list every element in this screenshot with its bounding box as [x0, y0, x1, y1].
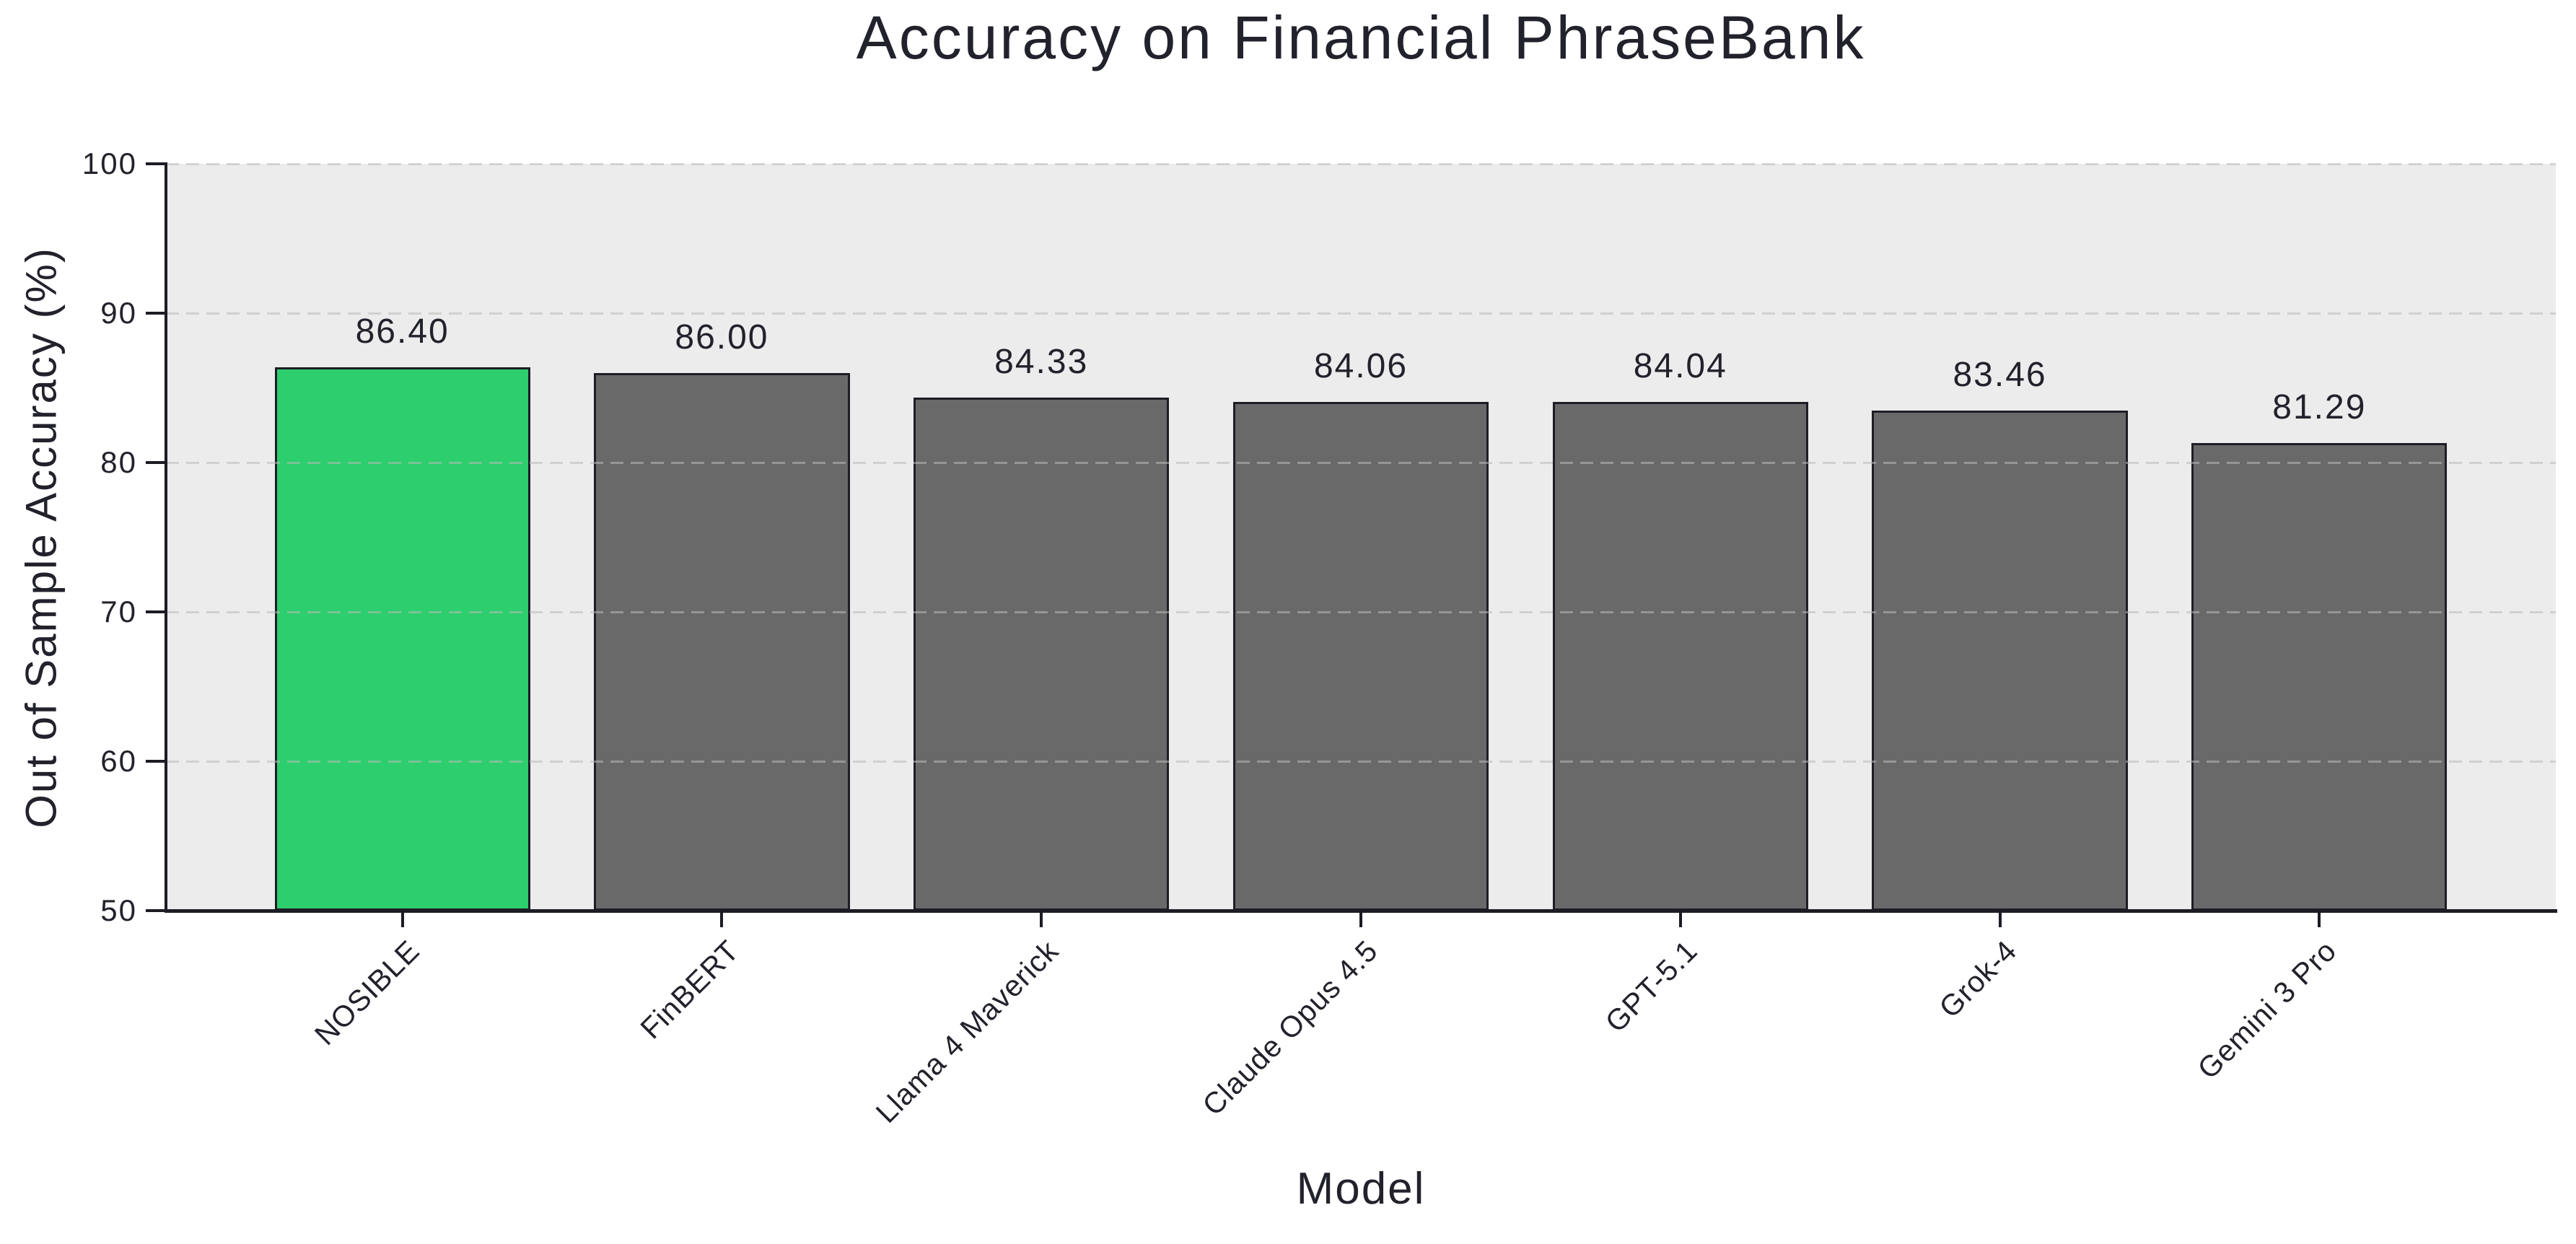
gridline	[166, 610, 2556, 613]
y-tick-label: 80	[100, 445, 137, 479]
x-tick-label-text: Grok-4	[1932, 934, 2024, 1025]
x-tick-label-text: Llama 4 Maverick	[869, 934, 1065, 1130]
bar	[594, 372, 850, 911]
x-tick-label-text: Gemini 3 Pro	[2191, 934, 2343, 1086]
y-tick-label: 60	[100, 744, 137, 778]
bar-value-label: 84.06	[1313, 346, 1409, 385]
x-tick-label-text: NOSIBLE	[308, 934, 426, 1052]
x-tick	[1998, 913, 2002, 927]
bar-value-label: 86.00	[675, 317, 769, 356]
y-axis-label: Out of Sample Accuracy (%)	[17, 247, 66, 828]
x-tick	[1678, 913, 1682, 927]
chart-title: Accuracy on Financial PhraseBank	[856, 4, 1866, 71]
bar-value-label: 84.33	[994, 343, 1089, 382]
bar	[274, 367, 530, 911]
plot-area: 50 60 70 80 90 100 86.40 NOSIBLE 86.00 FinBERT 84.…	[82, 146, 2557, 1129]
y-tick-label: 90	[100, 296, 137, 330]
bar	[2191, 443, 2448, 911]
gridline	[166, 461, 2556, 464]
bar	[1552, 402, 1808, 911]
x-tick-label-text: Claude Opus 4.5	[1196, 934, 1385, 1122]
bar	[1232, 401, 1489, 911]
gridline	[166, 760, 2556, 763]
x-tick	[1040, 913, 1043, 927]
gridline	[166, 312, 2556, 315]
y-tick	[146, 610, 165, 613]
y-axis-spine	[165, 162, 167, 912]
bar-value-label: 86.40	[355, 312, 450, 351]
bar	[1872, 411, 2128, 911]
y-tick	[146, 461, 165, 464]
y-tick-label: 100	[82, 146, 137, 180]
y-tick	[146, 760, 165, 763]
x-tick	[2318, 913, 2321, 927]
x-tick	[400, 913, 404, 927]
x-tick-label-text: GPT-5.1	[1598, 934, 1704, 1039]
x-tick	[1359, 913, 1362, 927]
bar-value-label: 83.46	[1953, 356, 2047, 395]
x-axis-label: Model	[1296, 1164, 1426, 1214]
gridline	[166, 162, 2556, 165]
x-tick-label-text: FinBERT	[634, 934, 745, 1046]
x-axis-spine	[165, 909, 2557, 913]
y-tick-label: 70	[100, 595, 137, 628]
y-tick	[146, 312, 165, 315]
bar	[914, 398, 1170, 911]
bar-value-label: 81.29	[2272, 388, 2367, 427]
bar-value-label: 84.04	[1633, 347, 1727, 386]
y-tick	[146, 909, 165, 912]
y-tick-label: 50	[100, 893, 137, 927]
y-tick	[146, 162, 165, 165]
x-tick	[720, 913, 724, 927]
